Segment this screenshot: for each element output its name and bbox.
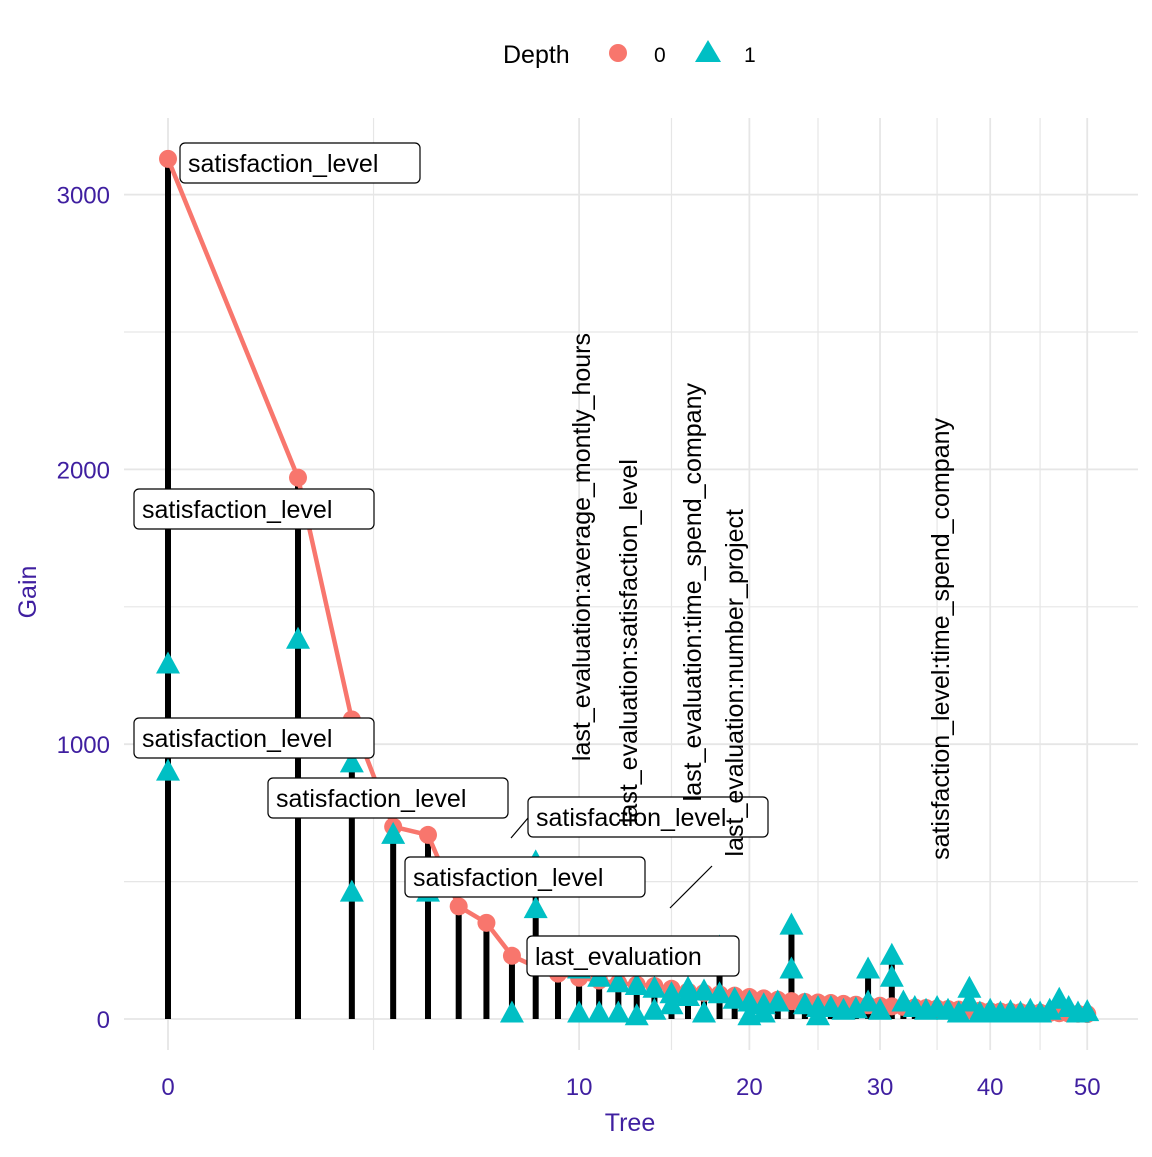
point-depth1	[957, 989, 982, 1012]
annotation-vertical-label: last_evaluation:satisfaction_level	[615, 459, 643, 823]
point-depth1	[567, 1000, 592, 1023]
x-tick-label: 50	[1074, 1074, 1101, 1101]
point-depth0	[477, 913, 496, 932]
annotation-label: satisfaction_level	[276, 785, 466, 813]
point-depth1	[523, 896, 548, 919]
point-depth1	[499, 1000, 524, 1023]
point-depth1	[692, 1000, 717, 1023]
point-depth1	[642, 975, 667, 998]
legend-circle-marker	[609, 44, 627, 62]
axes: 0 10 20 30 40 50 0 1000 2000 3000	[57, 183, 1101, 1101]
point-depth1	[156, 758, 180, 781]
y-tick-label: 0	[97, 1007, 110, 1034]
annotation-label: satisfaction_level	[413, 864, 603, 892]
point-depth1	[737, 989, 762, 1012]
legend-label-0: 0	[654, 44, 666, 67]
legend: Depth 0 1	[503, 40, 756, 69]
point-depth1	[879, 942, 904, 965]
point-depth1	[286, 626, 310, 649]
annotation-label: satisfaction_level	[536, 804, 726, 832]
point-depth1	[751, 1000, 776, 1023]
annotation-label: satisfaction_level	[188, 150, 378, 178]
x-tick-label: 0	[161, 1074, 174, 1101]
annotation-box	[179, 142, 421, 184]
point-depth1	[765, 989, 790, 1012]
x-tick-label: 30	[867, 1074, 894, 1101]
point-depth1	[339, 879, 364, 902]
annotation-leader	[669, 865, 713, 909]
point-depth1	[1075, 999, 1100, 1022]
legend-triangle-marker	[695, 40, 721, 62]
point-depth0	[449, 897, 468, 916]
point-depth1	[722, 986, 747, 1009]
point-depth1	[856, 989, 881, 1012]
annotation-vertical-label: satisfaction_level:time_spend_company	[927, 418, 955, 860]
point-depth1	[156, 651, 180, 674]
point-depth1	[779, 956, 804, 979]
annotation-box	[133, 488, 375, 530]
annotation-box	[404, 856, 646, 898]
annotation-box	[527, 796, 769, 838]
annotation-box	[267, 777, 509, 819]
x-tick-label: 10	[566, 1074, 593, 1101]
point-depth1	[957, 975, 982, 998]
point-depth0	[502, 946, 521, 965]
point-depth0	[782, 992, 801, 1011]
annotation-label: satisfaction_level	[142, 496, 332, 524]
annotation-vertical-label: last_evaluation:time_spend_company	[679, 383, 707, 802]
y-axis-title: Gain	[14, 566, 42, 619]
point-depth1	[606, 1000, 631, 1023]
point-depth0	[289, 468, 307, 487]
point-depth1	[707, 981, 732, 1004]
point-depth1	[606, 970, 631, 993]
annotation-vertical-label: last_evaluation:average_montly_hours	[568, 333, 596, 761]
y-tick-label: 2000	[57, 457, 110, 484]
x-tick-label: 20	[736, 1074, 763, 1101]
annotation-box	[526, 935, 740, 977]
legend-title: Depth	[503, 41, 570, 69]
point-depth1	[624, 1003, 649, 1026]
y-tick-label: 1000	[57, 732, 110, 759]
point-depth1	[806, 1003, 830, 1026]
point-depth1	[779, 912, 804, 935]
point-depth1	[843, 996, 868, 1019]
annotations: satisfaction_levelsatisfaction_levelsati…	[133, 142, 955, 977]
annotation-leader	[510, 817, 529, 839]
x-axis-title: Tree	[605, 1109, 655, 1137]
annotation-box	[133, 717, 375, 759]
legend-label-1: 1	[744, 44, 756, 67]
y-tick-label: 3000	[57, 183, 110, 210]
point-depth1	[659, 992, 684, 1015]
point-depth1	[692, 978, 717, 1001]
point-depth1	[879, 964, 904, 987]
annotation-label: satisfaction_level	[142, 725, 332, 753]
point-depth0	[159, 149, 177, 168]
annotation-label: last_evaluation	[535, 943, 702, 971]
x-tick-label: 40	[977, 1074, 1004, 1101]
point-depth1	[339, 750, 364, 773]
point-depth1	[624, 973, 649, 996]
point-depth0	[419, 825, 437, 844]
point-depth1	[868, 997, 893, 1020]
point-depth1	[587, 1000, 612, 1023]
annotation-vertical-label: last_evaluation:number_project	[721, 509, 749, 856]
point-depth1	[856, 956, 881, 979]
point-depth1	[381, 821, 406, 844]
